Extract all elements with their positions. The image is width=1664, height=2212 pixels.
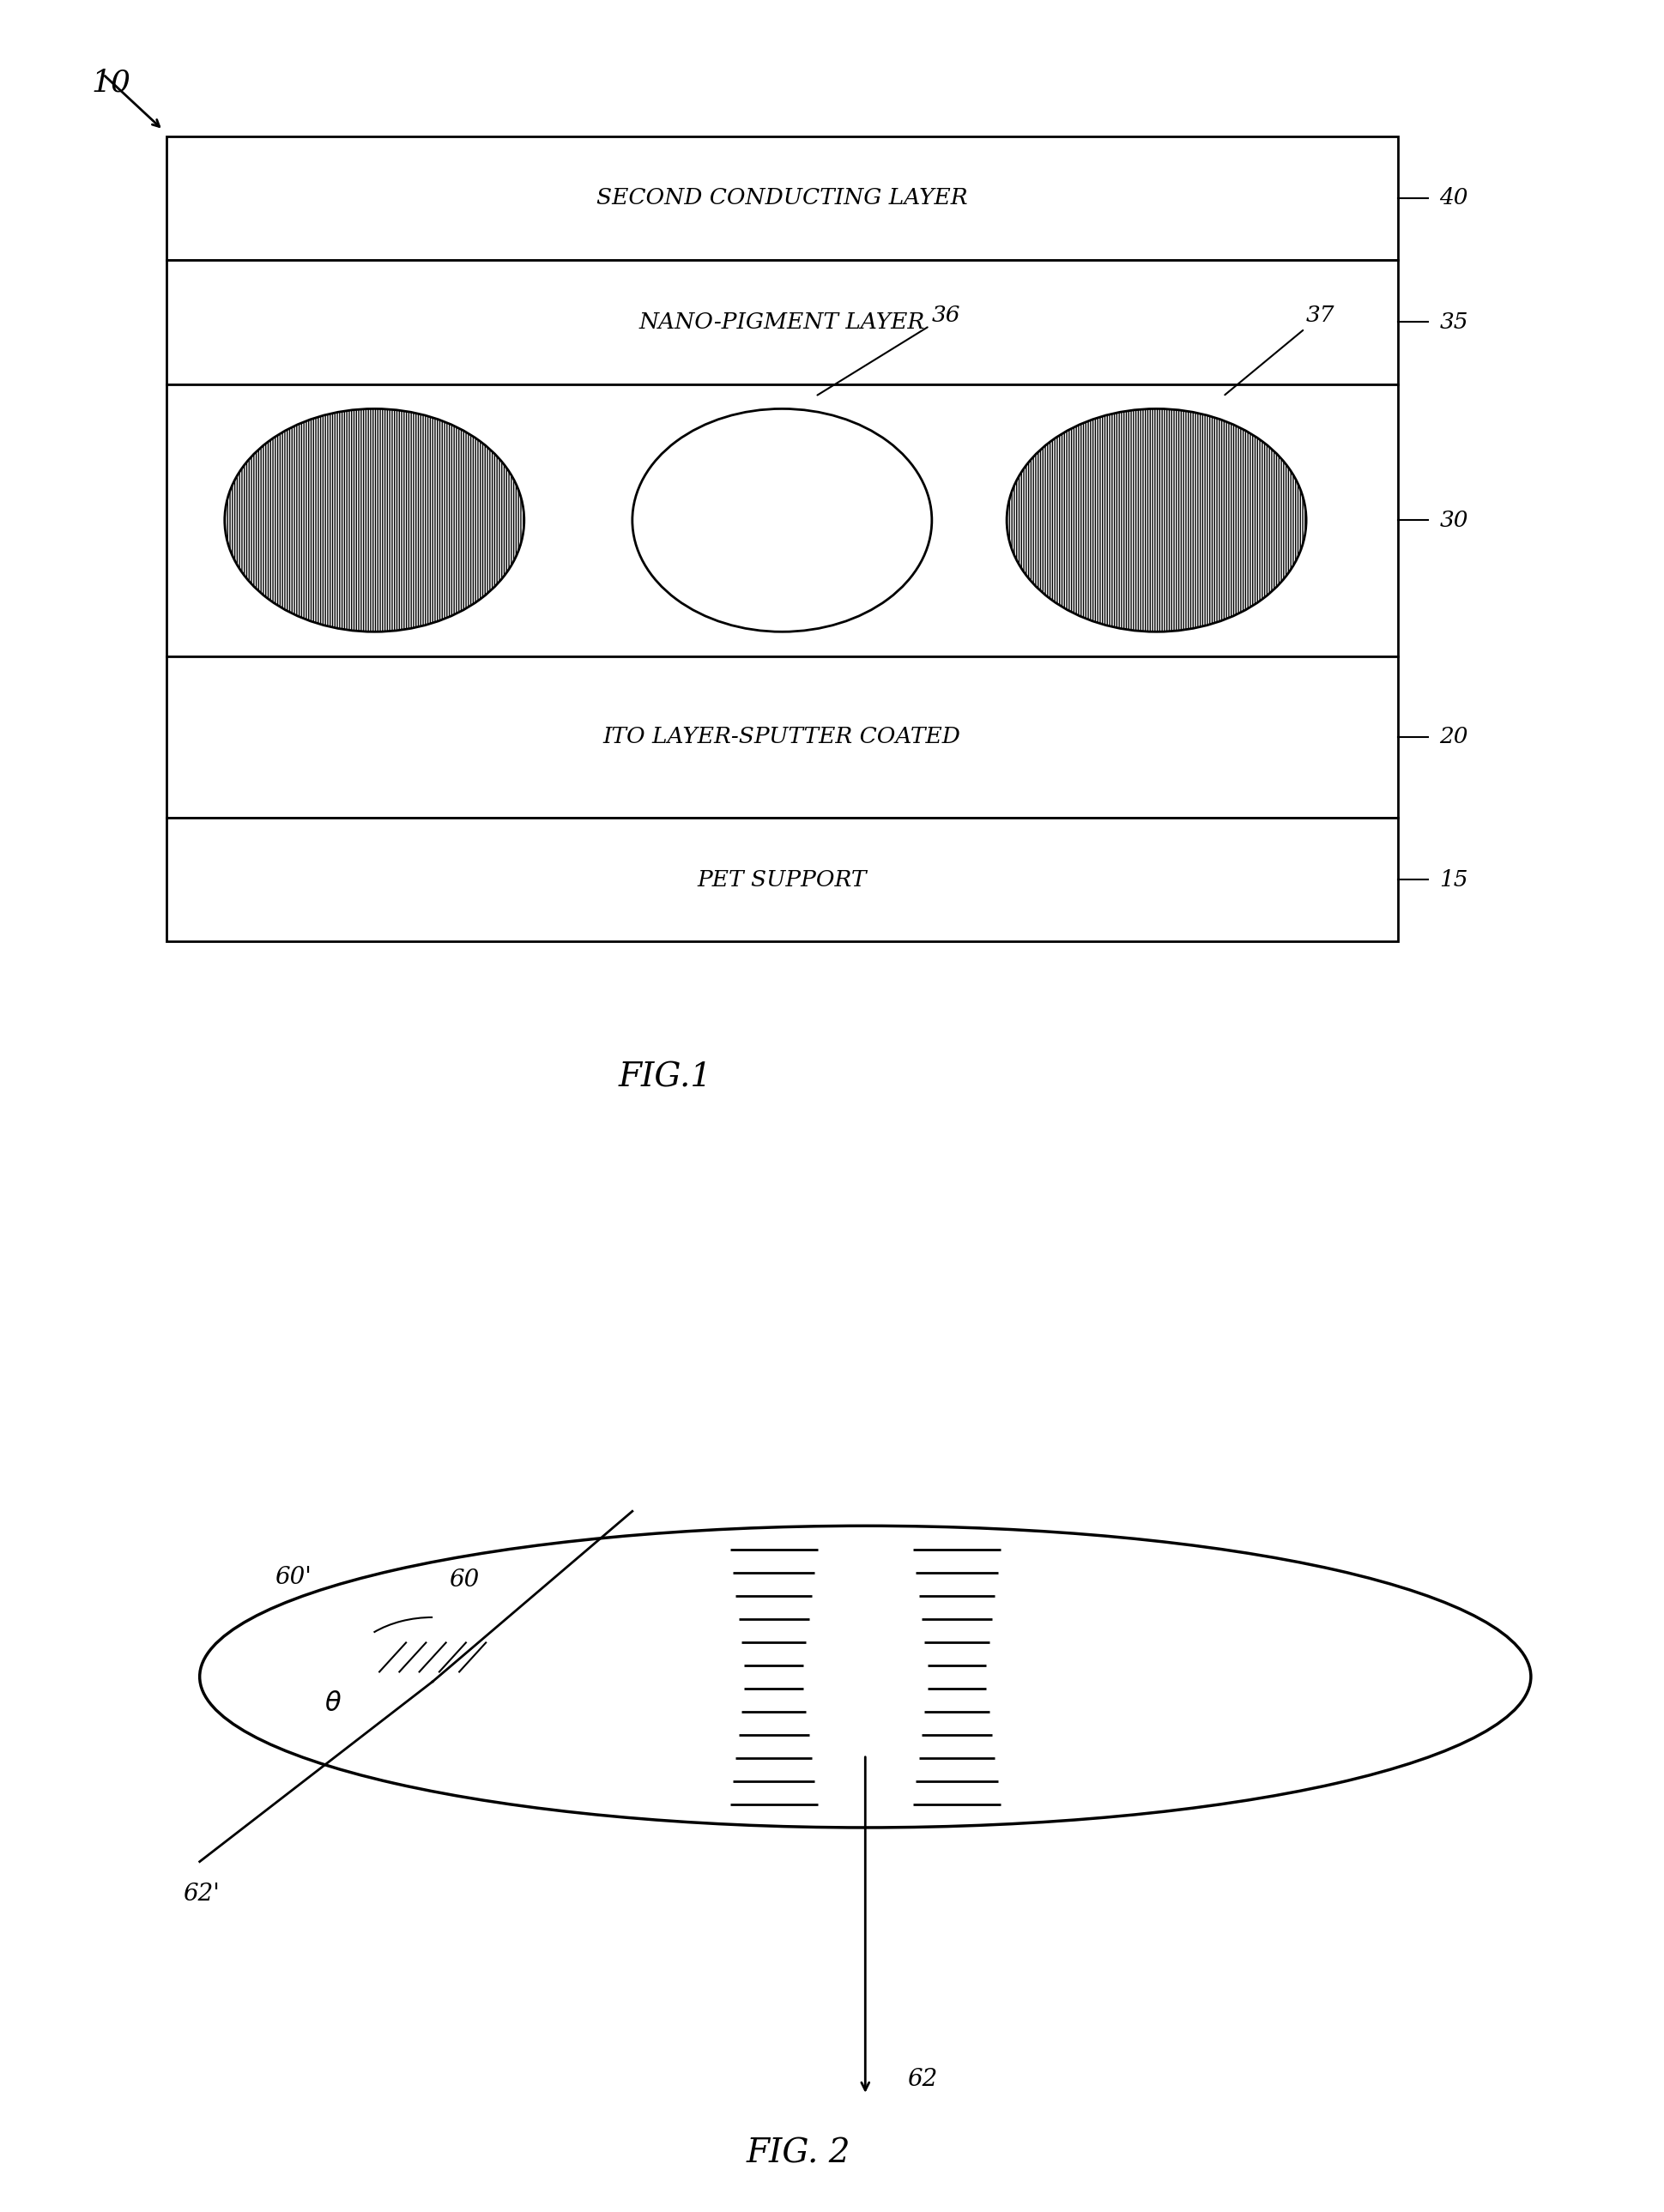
Text: 62': 62' — [183, 1882, 220, 1907]
Text: 30: 30 — [1439, 509, 1468, 531]
Text: 60: 60 — [449, 1568, 479, 1593]
Text: 62: 62 — [907, 2068, 937, 2090]
Bar — [166, 137, 1398, 261]
Text: 15: 15 — [1439, 869, 1468, 889]
Text: FIG. 2: FIG. 2 — [747, 2137, 850, 2170]
Ellipse shape — [1007, 409, 1306, 633]
Text: SECOND CONDUCTING LAYER: SECOND CONDUCTING LAYER — [596, 188, 968, 208]
Text: 40: 40 — [1439, 188, 1468, 208]
Bar — [166, 818, 1398, 942]
Text: 10: 10 — [92, 69, 131, 97]
Text: 37: 37 — [1225, 305, 1335, 396]
Text: 36: 36 — [817, 305, 960, 396]
Bar — [166, 261, 1398, 385]
Text: PET SUPPORT: PET SUPPORT — [697, 869, 867, 889]
Text: $\theta$: $\theta$ — [324, 1690, 341, 1717]
Text: ITO LAYER-SPUTTER COATED: ITO LAYER-SPUTTER COATED — [604, 726, 960, 748]
Bar — [166, 657, 1398, 818]
Text: 60': 60' — [275, 1566, 311, 1590]
Text: 35: 35 — [1439, 312, 1468, 332]
Ellipse shape — [225, 409, 524, 633]
Ellipse shape — [632, 409, 932, 633]
Text: 20: 20 — [1439, 726, 1468, 748]
Text: FIG.1: FIG.1 — [619, 1062, 712, 1093]
Bar — [166, 385, 1398, 657]
Text: NANO-PIGMENT LAYER: NANO-PIGMENT LAYER — [639, 312, 925, 332]
Ellipse shape — [200, 1526, 1531, 1827]
